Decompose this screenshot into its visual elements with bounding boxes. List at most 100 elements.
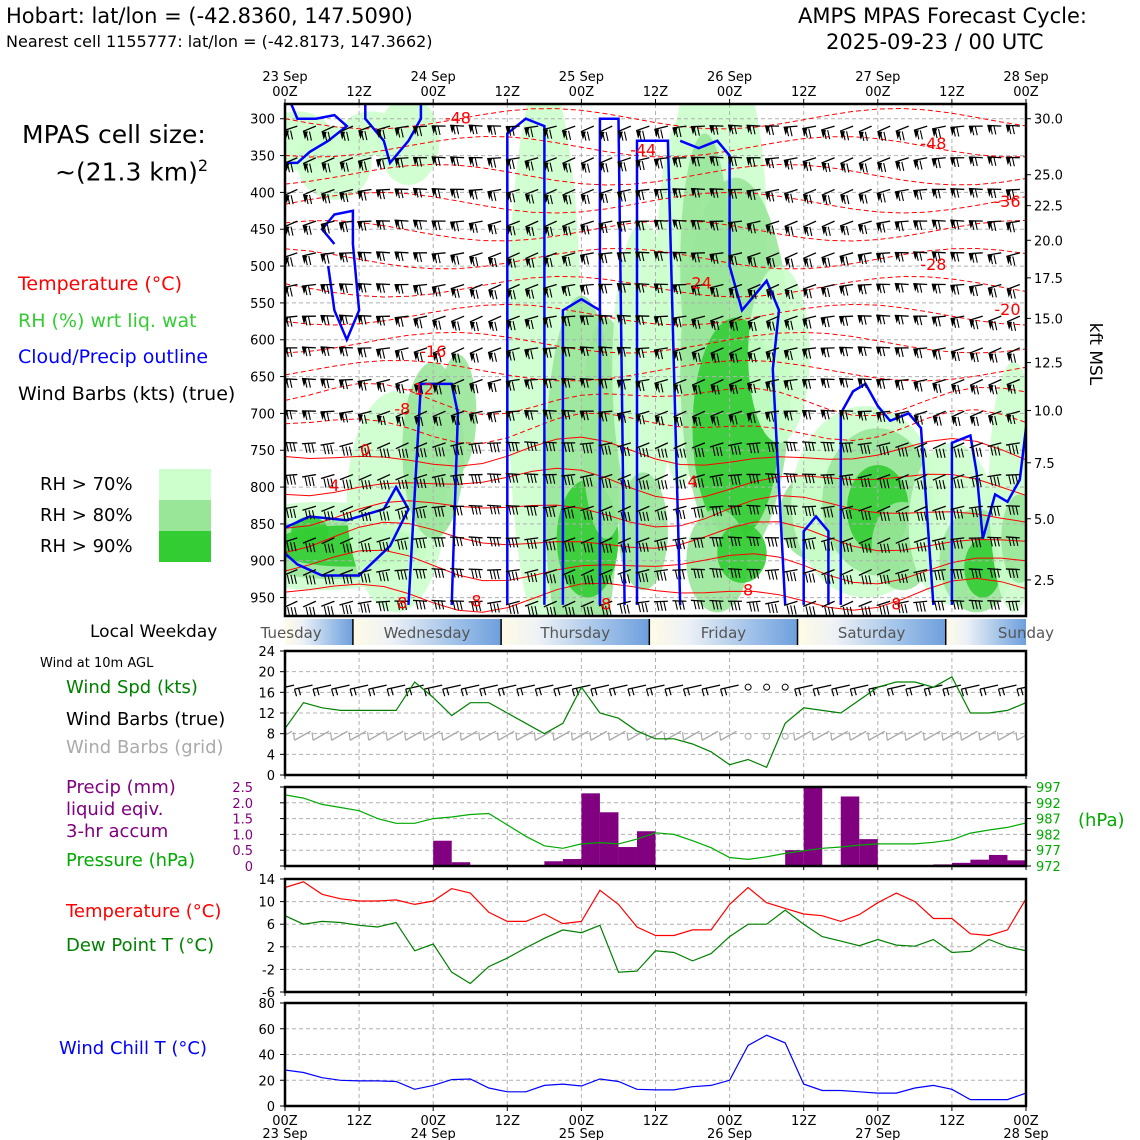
wind-barb-feather	[682, 509, 686, 520]
wind-barb-feather	[718, 568, 722, 578]
wind-barb-feather	[326, 411, 330, 422]
wind-barb-grid	[924, 730, 941, 741]
wind-barb-true-feather	[516, 689, 520, 697]
wind-barb-shaft	[487, 157, 502, 160]
wind-barb	[820, 315, 835, 328]
wind-barb-feather	[324, 575, 328, 585]
wind-barb-feather	[508, 538, 512, 548]
wind-barb-shaft	[394, 505, 409, 512]
wind-barb	[579, 473, 594, 487]
wind-barb-feather	[849, 542, 853, 552]
wind-barb-shaft	[858, 537, 872, 545]
wind-barb-feather	[683, 448, 687, 458]
wind-barb-feather	[623, 479, 627, 489]
wind-barb-shaft	[728, 315, 743, 323]
wind-barb-feather	[434, 253, 438, 264]
wind-barb-feather	[678, 600, 682, 610]
wind-barb-feather	[527, 605, 531, 616]
wind-barb-feather	[971, 286, 975, 297]
wind-barb	[302, 568, 317, 585]
wind-barb	[487, 125, 502, 135]
wind-barb-feather	[511, 473, 515, 483]
wind-barb	[450, 505, 465, 516]
wind-barb	[727, 536, 742, 547]
wind-barb-feather	[659, 251, 663, 261]
wind-barb-feather	[971, 188, 975, 198]
wind-barb-feather	[546, 162, 550, 172]
wind-barb-feather	[979, 447, 983, 457]
wind-barb-feather	[698, 385, 702, 395]
wind-barb-feather	[678, 351, 682, 361]
wind-barb-shaft	[968, 252, 983, 255]
wind-barb-shaft	[617, 600, 631, 606]
legend-cloud: Cloud/Precip outline	[18, 346, 209, 368]
wind-barb-feather	[619, 283, 623, 293]
wind-barb-feather	[489, 570, 493, 580]
wind-barb-feather	[452, 537, 456, 547]
wind-barb-shaft	[839, 505, 854, 511]
wind-barb-shaft	[894, 220, 909, 223]
wind-barb-shaft	[357, 157, 372, 163]
wind-barb-feather	[511, 381, 515, 391]
wind-barb-shaft	[840, 568, 854, 576]
wind-barb-feather	[659, 571, 664, 581]
wind-barb-feather	[359, 252, 363, 262]
wind-barb	[487, 504, 502, 515]
wind-barb-feather	[1012, 414, 1016, 425]
wind-barb-feather	[345, 162, 349, 172]
wind-barb-feather	[827, 257, 831, 267]
wind-barb-feather	[645, 511, 650, 522]
wind-barb-shaft	[672, 568, 687, 571]
wind-barb-feather	[715, 221, 719, 231]
wind-barb-feather	[674, 252, 678, 262]
wind-barb-shaft	[506, 252, 520, 260]
wind-barb-shaft	[376, 125, 391, 131]
wind-barb	[820, 125, 835, 140]
wind-barb	[524, 315, 539, 330]
wind-barb-feather	[508, 381, 512, 391]
wind-barb	[839, 346, 854, 357]
wind-barb-feather	[882, 605, 886, 615]
wind-barb	[579, 252, 594, 265]
wind-barb-shaft	[487, 410, 502, 414]
isotherm-label: -48	[920, 134, 946, 153]
wind-barb-feather	[805, 194, 809, 204]
wind-barb	[450, 124, 465, 135]
wind-barb-feather	[897, 603, 901, 614]
wind-barb-feather	[364, 480, 368, 490]
wind-barb-feather	[916, 415, 920, 425]
wind-barb-shaft	[376, 473, 391, 481]
weekday-band	[285, 619, 353, 645]
wind-barb-feather	[693, 253, 697, 263]
wind-barb-feather	[897, 191, 901, 202]
wind-barb-feather	[379, 511, 383, 521]
wind-barb-feather	[546, 195, 550, 205]
wind-barb-feather	[804, 540, 808, 550]
wind-barb-feather	[367, 447, 371, 457]
wind-barb-feather	[1011, 505, 1015, 515]
wind-barb-feather	[790, 226, 794, 236]
wind-barb-feather	[755, 536, 760, 547]
wind-barb-feather	[734, 289, 738, 299]
wind-barb-shaft	[877, 537, 891, 545]
wind-barb-feather	[512, 604, 516, 615]
wind-barb-feather	[585, 285, 589, 295]
wind-barb-feather	[627, 574, 631, 584]
wind-barb	[820, 537, 835, 551]
wind-barb-feather	[1008, 505, 1012, 515]
wind-barb	[432, 442, 446, 457]
wind-barb	[394, 568, 409, 580]
wind-barb-feather	[882, 479, 887, 489]
wind-barb	[598, 346, 613, 357]
wind-barb-feather	[789, 160, 793, 170]
wind-barb-shaft	[876, 157, 891, 164]
wind-barb-feather	[589, 477, 593, 487]
wind-barb-feather	[952, 285, 956, 295]
wind-barb	[913, 600, 928, 612]
wind-barb-feather	[694, 416, 698, 427]
wind-barb-shaft	[895, 125, 909, 132]
wind-barb-shaft	[487, 568, 502, 571]
wind-barb-feather	[697, 352, 701, 362]
wind-barb-shaft	[487, 252, 502, 259]
